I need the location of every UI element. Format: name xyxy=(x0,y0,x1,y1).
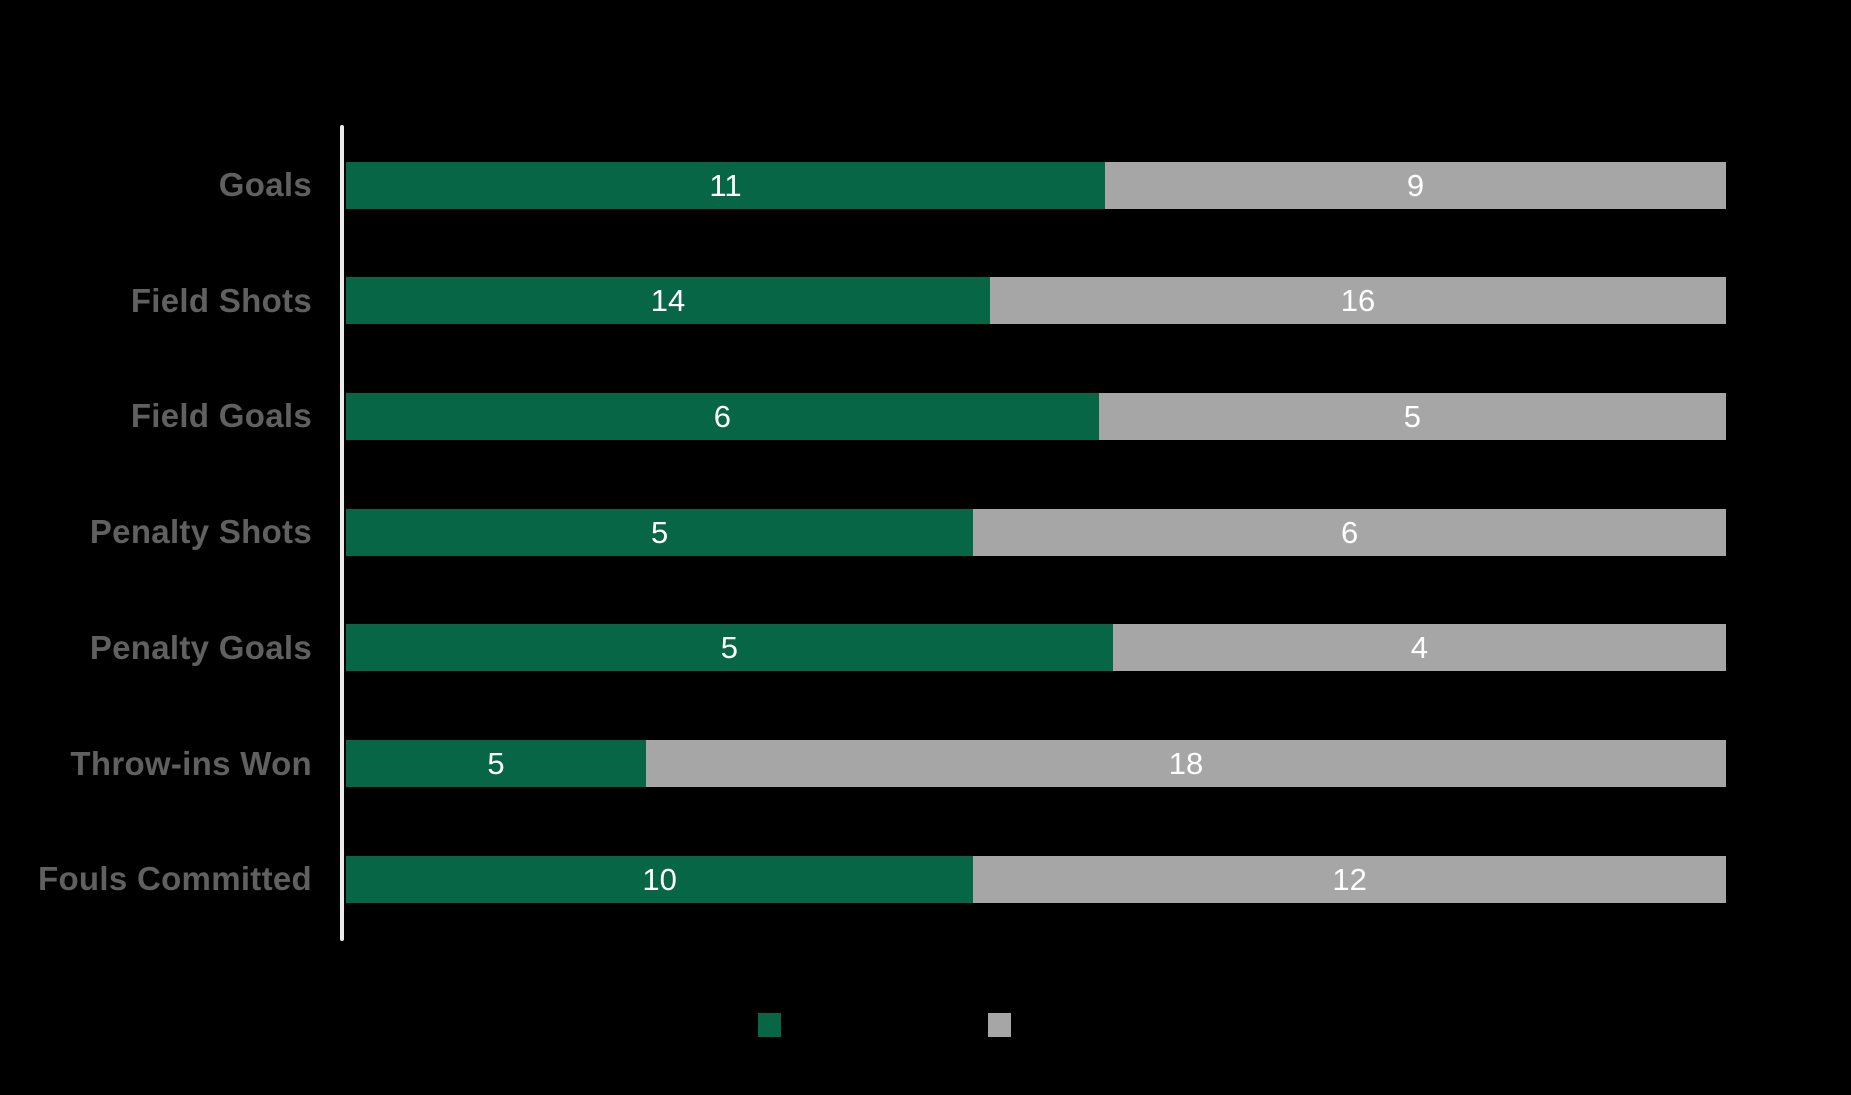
bar-value-label: 10 xyxy=(642,861,677,897)
bar-segment-gray: 18 xyxy=(646,740,1726,787)
chart-row: Goals 11 9 xyxy=(0,161,1851,209)
bar-segment-gray: 16 xyxy=(990,277,1726,325)
chart-row: Fouls Committed 10 12 xyxy=(0,855,1851,903)
bar-value-label: 5 xyxy=(1403,398,1421,434)
bar-track: 10 12 xyxy=(346,855,1726,903)
category-label: Penalty Shots xyxy=(89,513,312,551)
bar-segment-green: 5 xyxy=(346,740,646,787)
chart-row: Penalty Goals 5 4 xyxy=(0,624,1851,672)
chart-row: Field Shots 14 16 xyxy=(0,277,1851,325)
bar-value-label: 14 xyxy=(650,283,686,319)
bar-value-label: 5 xyxy=(487,746,505,781)
bar-value-label: 18 xyxy=(1168,746,1204,781)
bar-segment-green: 11 xyxy=(346,161,1105,209)
category-label: Penalty Goals xyxy=(89,628,312,666)
legend xyxy=(0,1013,1851,1037)
category-label: Fouls Committed xyxy=(38,860,312,898)
bar-segment-green: 5 xyxy=(346,508,974,556)
bar-segment-gray: 6 xyxy=(973,508,1726,556)
bar-segment-gray: 9 xyxy=(1105,161,1726,209)
bar-segment-green: 5 xyxy=(346,624,1113,672)
bar-value-label: 4 xyxy=(1410,630,1428,666)
bar-segment-green: 14 xyxy=(346,277,990,325)
bar-segment-green: 6 xyxy=(346,392,1099,440)
bar-segment-gray: 5 xyxy=(1098,392,1726,440)
bar-track: 14 16 xyxy=(346,277,1726,325)
bar-segment-green: 10 xyxy=(346,855,974,903)
category-label: Field Goals xyxy=(130,397,312,435)
chart-row: Penalty Shots 5 6 xyxy=(0,508,1851,556)
legend-swatch-green xyxy=(758,1013,781,1037)
bar-value-label: 12 xyxy=(1332,861,1367,897)
bar-value-label: 16 xyxy=(1340,283,1376,319)
bar-value-label: 5 xyxy=(720,630,738,666)
chart-row: Field Goals 6 5 xyxy=(0,392,1851,440)
bar-value-label: 5 xyxy=(651,514,669,550)
bar-value-label: 6 xyxy=(1341,514,1359,550)
bar-track: 11 9 xyxy=(346,161,1726,209)
category-label: Field Shots xyxy=(130,281,312,319)
chart-row: Throw-ins Won 5 18 xyxy=(0,740,1851,787)
bar-track: 5 18 xyxy=(346,740,1726,787)
category-label: Throw-ins Won xyxy=(70,744,312,782)
bar-value-label: 6 xyxy=(713,398,731,434)
bar-value-label: 9 xyxy=(1406,167,1425,203)
category-label: Goals xyxy=(218,166,312,203)
legend-swatch-gray xyxy=(988,1013,1011,1037)
y-axis-line xyxy=(340,125,344,941)
bar-segment-gray: 12 xyxy=(973,855,1726,903)
bar-segment-gray: 4 xyxy=(1112,624,1726,672)
bar-value-label: 11 xyxy=(709,167,742,203)
